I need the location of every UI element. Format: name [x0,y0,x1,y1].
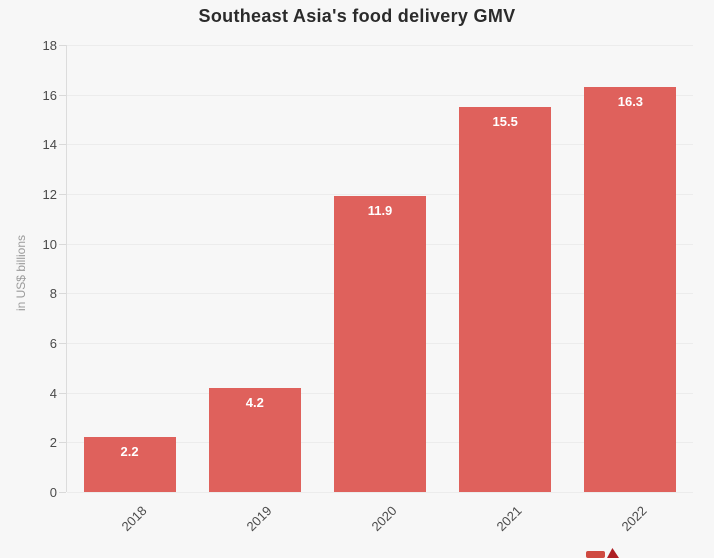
y-tick-mark [59,442,66,444]
x-tick-label-2020: 2020 [368,503,400,535]
y-tick-label-14: 14 [42,137,57,153]
x-tick-label-2018: 2018 [118,503,150,535]
chart-title: Southeast Asia's food delivery GMV [198,6,516,26]
gridline-y-18 [67,45,693,46]
bar-2022: 16.3 [584,87,677,492]
gridline-y-0 [67,492,693,493]
y-tick-mark [59,243,66,245]
x-tick-label-2019: 2019 [243,503,275,535]
y-tick-mark [59,45,66,46]
bar-2018: 2.2 [83,437,176,492]
y-tick-mark [59,94,66,96]
bar-value-label-2018: 2.2 [120,444,139,460]
brand-logo-fragment [586,548,622,558]
logo-bar-icon [586,551,605,558]
bar-2021: 15.5 [459,107,552,492]
y-tick-mark [59,194,66,195]
logo-flame-icon [607,548,619,558]
y-tick-mark [59,392,66,394]
y-tick-label-8: 8 [49,286,57,302]
bar-value-label-2022: 16.3 [617,94,644,110]
gridline-y-14 [67,144,693,146]
y-tick-mark [59,343,66,344]
bar-2020: 11.9 [334,196,426,492]
y-tick-mark [59,144,66,146]
x-tick-label-2022: 2022 [618,503,650,535]
y-tick-mark [59,492,66,493]
y-axis-title: in US$ billions [14,234,28,312]
y-tick-label-4: 4 [49,385,57,401]
y-tick-label-10: 10 [42,236,57,252]
bar-2019: 4.2 [208,387,301,492]
gridline-y-12 [67,194,693,195]
y-tick-label-18: 18 [42,38,57,53]
y-tick-label-12: 12 [42,187,57,202]
y-tick-label-0: 0 [49,485,57,500]
gridline-y-16 [67,94,693,96]
y-tick-label-2: 2 [49,435,57,451]
y-tick-mark [59,293,66,295]
y-tick-label-16: 16 [42,87,57,103]
y-tick-label-6: 6 [49,336,57,351]
x-tick-label-2021: 2021 [493,503,525,535]
bar-value-label-2021: 15.5 [492,114,518,130]
bar-value-label-2020: 11.9 [367,203,393,219]
plot-area: 2.2 4.2 11.9 15.5 16.3 [66,45,693,493]
bar-value-label-2019: 4.2 [245,394,264,410]
